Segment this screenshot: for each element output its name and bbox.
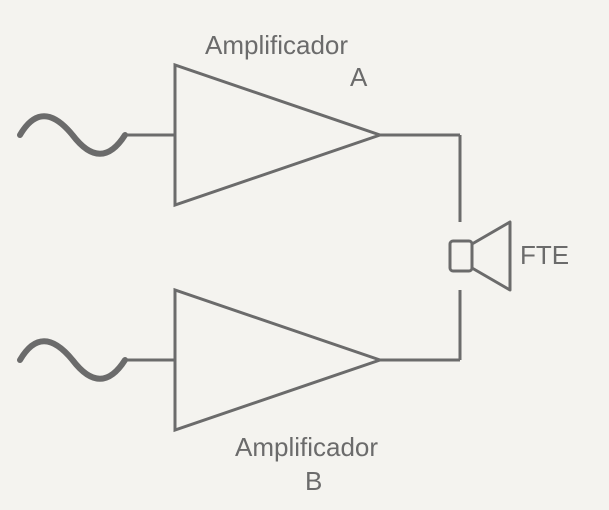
- amplifier-a-label: Amplificador: [205, 30, 348, 61]
- amplifier-b-label: Amplificador: [235, 432, 378, 463]
- amplifier-b-letter: B: [305, 466, 322, 497]
- amplifier-a-letter: A: [350, 62, 367, 93]
- speaker-label: FTE: [520, 240, 569, 271]
